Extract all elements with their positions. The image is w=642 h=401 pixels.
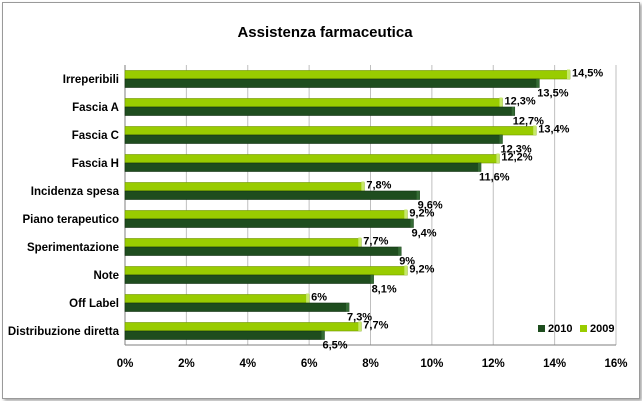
- legend: 2010 2009: [538, 323, 614, 335]
- bar-2010-cap: [346, 303, 350, 312]
- bar-2010: [124, 274, 374, 284]
- data-label-2009: 6%: [311, 292, 327, 304]
- data-label-2010: 9,6%: [418, 200, 443, 212]
- bar-2010-cap: [398, 247, 402, 256]
- bar-2009-cap: [404, 265, 408, 275]
- category-label: Fascia A: [72, 102, 119, 114]
- data-label-2010: 13,5%: [537, 88, 568, 100]
- bar-2009: [124, 266, 408, 276]
- bar-2010-cap: [410, 219, 414, 228]
- legend-swatch: [538, 325, 545, 332]
- bar-2010: [124, 330, 325, 340]
- x-tick-label: 10%: [420, 358, 443, 370]
- bar-2009: [124, 98, 503, 108]
- bar-2010: [124, 302, 350, 312]
- x-tick-label: 2%: [178, 358, 195, 370]
- bar-2010-cap: [370, 275, 374, 284]
- data-label-2009: 12,3%: [504, 96, 535, 108]
- data-label-2009: 12,2%: [501, 152, 532, 164]
- data-label-2009: 13,4%: [538, 124, 569, 136]
- bar-2009: [124, 294, 310, 304]
- bar-2009-cap: [358, 237, 362, 247]
- x-tick-label: 6%: [301, 358, 318, 370]
- bars: [124, 69, 571, 340]
- bar-2010: [124, 106, 516, 116]
- bar-2010-cap: [499, 135, 503, 144]
- data-label-2010: 12,3%: [500, 144, 531, 156]
- x-tick-label: 16%: [604, 358, 627, 370]
- bar-chart: Assistenza farmaceutica Irreperibili Fasc…: [8, 24, 628, 370]
- bar-2010: [124, 162, 482, 172]
- category-label: Fascia C: [72, 130, 119, 142]
- bar-2009-cap: [358, 321, 362, 331]
- bar-2009: [124, 210, 408, 220]
- bar-2010: [124, 246, 402, 256]
- category-label: Sperimentazione: [27, 242, 119, 254]
- category-label: Incidenza spesa: [31, 186, 120, 198]
- legend-swatch: [580, 325, 587, 332]
- x-tick-label: 12%: [482, 358, 505, 370]
- x-tick-label: 14%: [543, 358, 566, 370]
- bar-2010: [124, 218, 414, 228]
- bar-2009-cap: [361, 181, 365, 191]
- data-label-2009: 7,7%: [363, 320, 388, 332]
- x-tick-labels: 0% 2% 4% 6% 8% 10% 12% 14% 16%: [117, 358, 628, 370]
- bar-2009-cap: [404, 209, 408, 219]
- data-label-2009: 7,7%: [363, 236, 388, 248]
- data-labels: 14,5%13,5%12,3%12,7%13,4%12,3%12,2%11,6%…: [311, 68, 603, 352]
- bar-2010: [124, 78, 540, 88]
- bar-2010-cap: [536, 79, 540, 88]
- bar-2009: [124, 182, 365, 192]
- bar-2009: [124, 322, 362, 332]
- data-label-2010: 6,5%: [322, 340, 347, 352]
- category-label: Irreperibili: [63, 74, 119, 86]
- bar-2009: [124, 154, 500, 164]
- data-label-2010: 12,7%: [513, 116, 544, 128]
- bar-2010: [124, 190, 420, 200]
- category-label: Distribuzione diretta: [8, 326, 120, 338]
- bar-2010-cap: [321, 331, 325, 340]
- legend-label: 2010: [548, 323, 572, 335]
- bar-2009-cap: [496, 153, 500, 163]
- x-tick-label: 4%: [239, 358, 256, 370]
- data-label-2010: 11,6%: [479, 172, 510, 184]
- bar-2009: [124, 126, 537, 136]
- data-label-2010: 7,3%: [347, 312, 372, 324]
- x-tick-label: 0%: [117, 358, 134, 370]
- legend-label: 2009: [590, 323, 614, 335]
- data-label-2009: 7,8%: [366, 180, 391, 192]
- data-label-2009: 9,2%: [409, 264, 434, 276]
- category-label: Fascia H: [72, 158, 119, 170]
- x-tick-label: 8%: [362, 358, 379, 370]
- category-label: Off Label: [69, 298, 119, 310]
- bar-2009: [124, 70, 571, 80]
- data-label-2009: 9,2%: [409, 208, 434, 220]
- bar-2010-cap: [511, 107, 515, 116]
- data-label-2009: 14,5%: [572, 68, 603, 80]
- data-label-2010: 9,4%: [411, 228, 436, 240]
- data-label-2010: 9%: [399, 256, 415, 268]
- category-label: Piano terapeutico: [23, 214, 120, 226]
- bar-2009-cap: [566, 69, 570, 79]
- bar-2009: [124, 238, 362, 248]
- bar-2009-cap: [306, 293, 310, 303]
- category-labels: Irreperibili Fascia A Fascia C Fascia H Inci…: [8, 74, 120, 338]
- bar-2009-cap: [533, 125, 537, 135]
- chart-title: Assistenza farmaceutica: [237, 24, 413, 41]
- bar-2010-cap: [477, 163, 481, 172]
- data-label-2010: 8,1%: [372, 284, 397, 296]
- bar-2009-cap: [499, 97, 503, 107]
- bar-2010: [124, 134, 503, 144]
- bar-2010-cap: [416, 191, 420, 200]
- category-label: Note: [93, 270, 119, 282]
